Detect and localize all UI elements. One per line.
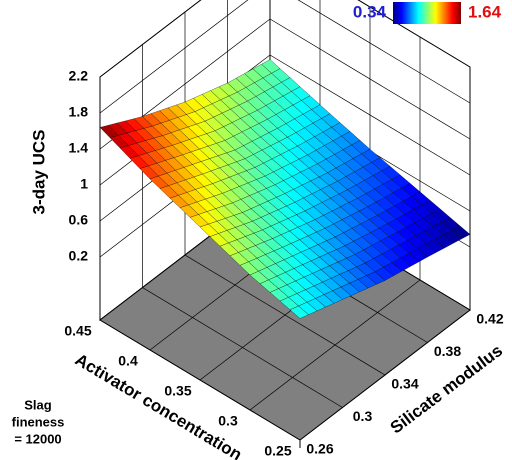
x-tick-label: 0.25 bbox=[264, 443, 291, 459]
y-tick-label: 0.26 bbox=[306, 441, 333, 457]
z-tick-label: 0.6 bbox=[69, 212, 89, 228]
y-tick-label: 0.3 bbox=[353, 408, 373, 424]
annotation: Slag bbox=[24, 397, 52, 412]
grid-line bbox=[249, 37, 421, 411]
z-tick-label: 1 bbox=[80, 176, 88, 192]
surface bbox=[99, 59, 471, 319]
x-tick-label: 0.45 bbox=[64, 323, 91, 339]
z-tick-label: 1.4 bbox=[69, 140, 89, 156]
grid-line bbox=[99, 0, 471, 114]
colorbar-max-label: 1.64 bbox=[468, 2, 502, 21]
x-tick-label: 0.3 bbox=[218, 413, 238, 429]
z-tick-label: 2.2 bbox=[69, 68, 89, 84]
y-tick-label: 0.42 bbox=[476, 311, 503, 327]
z-tick-label: 1.8 bbox=[69, 104, 89, 120]
y-tick-label: 0.38 bbox=[434, 343, 461, 359]
y-tick-label: 0.34 bbox=[391, 376, 418, 392]
colorbar-min-label: 0.34 bbox=[353, 2, 387, 21]
x-tick-label: 0.35 bbox=[164, 383, 191, 399]
surface-patch bbox=[289, 305, 309, 319]
z-tick-label: 0.2 bbox=[69, 248, 89, 264]
annotation: fineness bbox=[12, 414, 65, 429]
z-axis-title: 3-day UCS bbox=[29, 129, 48, 214]
grid-line bbox=[299, 67, 471, 441]
x-tick-label: 0.4 bbox=[118, 353, 138, 369]
annotation: = 12000 bbox=[14, 431, 61, 446]
colorbar bbox=[393, 2, 461, 24]
grid-line bbox=[99, 0, 471, 78]
